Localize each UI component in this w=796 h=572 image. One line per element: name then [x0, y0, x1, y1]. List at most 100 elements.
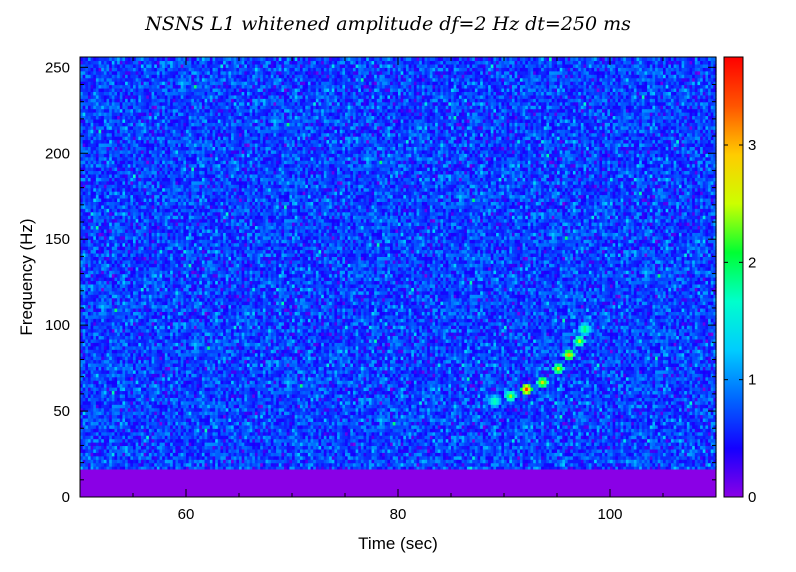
heatmap-cell: [684, 466, 688, 471]
heatmap-cell: [162, 428, 166, 433]
heatmap-cell: [456, 442, 460, 447]
heatmap-cell: [514, 455, 518, 460]
heatmap-cell: [310, 424, 314, 429]
heatmap-cell: [212, 448, 216, 453]
heatmap-cell: [408, 445, 412, 450]
heatmap-cell: [451, 435, 455, 440]
heatmap-cell: [599, 431, 603, 436]
heatmap-cell: [85, 424, 89, 429]
heatmap-cell: [90, 452, 94, 457]
heatmap-cell: [398, 445, 402, 450]
heatmap-cell: [167, 431, 171, 436]
heatmap-cell: [180, 428, 184, 433]
heatmap-cell: [262, 452, 267, 457]
heatmap-cell: [284, 448, 288, 453]
heatmap-cell: [689, 438, 693, 443]
heatmap-cell: [217, 448, 222, 453]
heatmap-cell: [201, 424, 206, 429]
heatmap-cell: [146, 442, 150, 447]
heatmap-cell: [400, 442, 404, 447]
heatmap-cell: [453, 438, 457, 443]
heatmap-cell: [533, 424, 537, 429]
heatmap-cell: [299, 445, 304, 450]
heatmap-cell: [186, 448, 190, 453]
heatmap-cell: [252, 442, 256, 447]
heatmap-cell: [80, 435, 84, 440]
heatmap-cell: [257, 442, 261, 447]
heatmap-cell: [201, 459, 206, 464]
heatmap-cell: [294, 428, 298, 433]
heatmap-cell: [522, 431, 526, 436]
heatmap-cell: [299, 462, 304, 467]
heatmap-cell: [262, 442, 267, 447]
heatmap-cell: [686, 452, 691, 457]
heatmap-cell: [546, 442, 550, 447]
heatmap-cell: [87, 435, 92, 440]
heatmap-cell: [87, 462, 92, 467]
heatmap-cell: [347, 424, 351, 429]
heatmap-cell: [411, 455, 415, 460]
heatmap-cell: [138, 442, 142, 447]
heatmap-cell: [506, 435, 510, 440]
heatmap-cell: [591, 455, 595, 460]
heatmap-cell: [684, 438, 688, 443]
heatmap-cell: [297, 435, 301, 440]
heatmap-cell: [405, 424, 410, 429]
heatmap-cell: [705, 459, 709, 464]
heatmap-cell: [204, 435, 208, 440]
heatmap-cell: [172, 448, 176, 453]
heatmap-cell: [541, 431, 545, 436]
heatmap-cell: [387, 452, 391, 457]
heatmap-cell: [231, 459, 235, 464]
heatmap-cell: [543, 424, 547, 429]
heatmap-cell: [191, 455, 195, 460]
heatmap-cell: [286, 438, 290, 443]
heatmap-cell: [305, 445, 309, 450]
heatmap-cell: [443, 455, 447, 460]
heatmap-cell: [201, 442, 206, 447]
heatmap-cell: [376, 455, 381, 460]
heatmap-cell: [135, 445, 139, 450]
heatmap-cell: [610, 466, 614, 471]
heatmap-cell: [159, 431, 163, 436]
heatmap-cell: [602, 438, 606, 443]
heatmap-cell: [498, 452, 502, 457]
heatmap-cell: [631, 438, 635, 443]
heatmap-cell: [456, 462, 460, 467]
heatmap-cell: [323, 435, 328, 440]
heatmap-cell: [140, 428, 145, 433]
heatmap-cell: [543, 438, 547, 443]
heatmap-cell: [702, 462, 706, 467]
heatmap-cell: [125, 435, 129, 440]
heatmap-cell: [421, 438, 426, 443]
heatmap-cell: [639, 452, 643, 457]
chart-title: NSNS L1 whitened amplitude df=2 Hz dt=25…: [144, 13, 631, 35]
heatmap-cell: [408, 448, 412, 453]
heatmap-cell: [262, 466, 267, 471]
heatmap-cell: [244, 445, 248, 450]
heatmap-cell: [384, 455, 388, 460]
heatmap-cell: [429, 448, 434, 453]
heatmap-cell: [506, 452, 510, 457]
heatmap-cell: [106, 428, 110, 433]
heatmap-cell: [427, 424, 431, 429]
heatmap-cell: [575, 428, 579, 433]
heatmap-cell: [562, 428, 566, 433]
heatmap-cell: [80, 428, 84, 433]
heatmap-cell: [270, 452, 275, 457]
heatmap-cell: [111, 424, 116, 429]
heatmap-cell: [580, 448, 585, 453]
heatmap-cell: [156, 448, 161, 453]
heatmap-cell: [615, 459, 619, 464]
heatmap-cell: [615, 445, 619, 450]
heatmap-cell: [549, 452, 553, 457]
heatmap-cell: [358, 428, 362, 433]
heatmap-cell: [162, 448, 166, 453]
heatmap-cell: [334, 448, 338, 453]
heatmap-cell: [114, 466, 118, 471]
heatmap-cell: [183, 452, 187, 457]
heatmap-cell: [355, 431, 359, 436]
heatmap-cell: [331, 438, 335, 443]
heatmap-cell: [127, 466, 131, 471]
heatmap-cell: [191, 428, 195, 433]
